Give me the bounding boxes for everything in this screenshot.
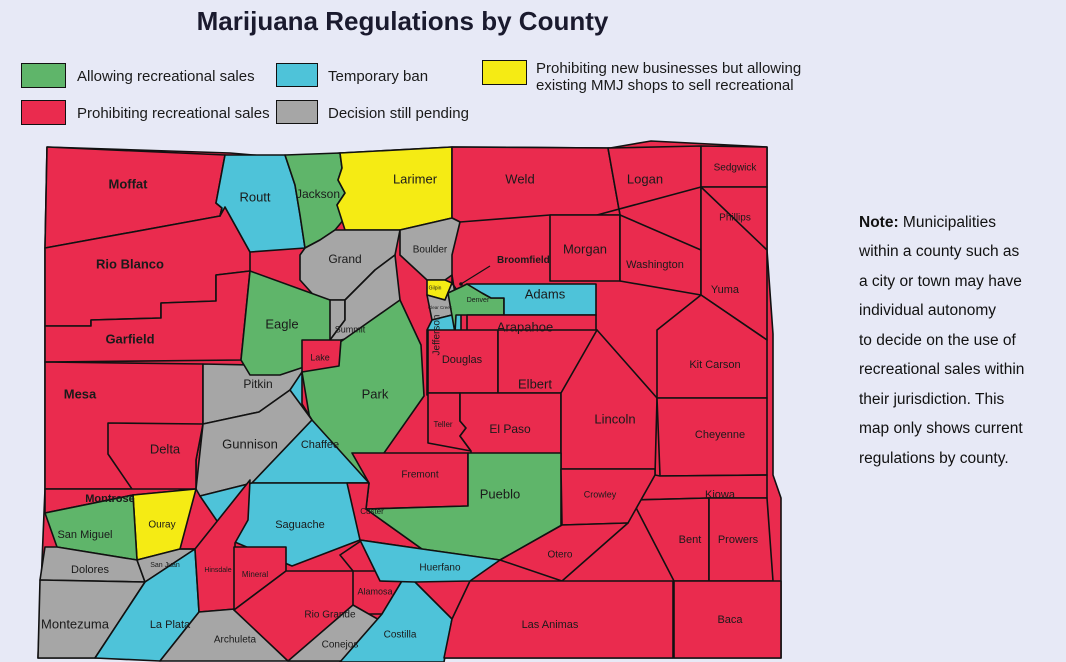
svg-text:Lincoln: Lincoln [594, 411, 635, 426]
svg-text:Pitkin: Pitkin [243, 377, 272, 391]
svg-text:Montezuma: Montezuma [41, 616, 110, 631]
svg-text:Alamosa: Alamosa [357, 586, 392, 596]
svg-text:Cheyenne: Cheyenne [695, 429, 745, 441]
svg-text:El Paso: El Paso [489, 422, 531, 436]
svg-text:Douglas: Douglas [442, 354, 483, 366]
svg-text:Bent: Bent [679, 534, 702, 546]
svg-text:Huerfano: Huerfano [419, 563, 461, 574]
svg-text:Costilla: Costilla [384, 630, 417, 641]
svg-text:Lake: Lake [310, 352, 330, 362]
svg-text:Ouray: Ouray [148, 520, 175, 531]
svg-text:Mesa: Mesa [64, 386, 97, 401]
svg-text:Logan: Logan [627, 171, 663, 186]
svg-text:Fremont: Fremont [401, 470, 438, 481]
svg-text:Dolores: Dolores [71, 564, 109, 576]
svg-text:Pueblo: Pueblo [480, 486, 520, 501]
svg-text:Clear Creek: Clear Creek [428, 305, 453, 310]
svg-text:Arapahoe: Arapahoe [497, 319, 553, 334]
svg-text:Rio Grande: Rio Grande [304, 610, 356, 621]
svg-text:San Miguel: San Miguel [57, 529, 112, 541]
svg-text:Saguache: Saguache [275, 519, 325, 531]
svg-text:Washington: Washington [626, 259, 684, 271]
svg-text:Park: Park [362, 386, 389, 401]
svg-text:Kit Carson: Kit Carson [689, 359, 740, 371]
svg-text:Summit: Summit [335, 324, 366, 334]
svg-text:Grand: Grand [328, 252, 361, 266]
svg-text:Boulder: Boulder [413, 245, 448, 256]
svg-text:Larimer: Larimer [393, 171, 438, 186]
svg-text:Denver: Denver [467, 297, 490, 304]
svg-text:Kiowa: Kiowa [705, 489, 736, 501]
svg-text:Otero: Otero [547, 550, 572, 561]
svg-text:Broomfield: Broomfield [497, 255, 550, 266]
svg-text:Garfield: Garfield [105, 331, 154, 346]
svg-text:Crowley: Crowley [584, 489, 617, 499]
svg-text:Morgan: Morgan [563, 241, 607, 256]
svg-text:Eagle: Eagle [265, 316, 298, 331]
svg-text:Elbert: Elbert [518, 376, 552, 391]
svg-text:Mineral: Mineral [242, 570, 268, 579]
svg-text:Hinsdale: Hinsdale [204, 567, 231, 574]
svg-text:Delta: Delta [150, 441, 181, 456]
svg-text:Gunnison: Gunnison [222, 436, 278, 451]
svg-text:Jefferson: Jefferson [432, 315, 443, 356]
svg-text:Prowers: Prowers [718, 534, 759, 546]
svg-text:Gilpin: Gilpin [429, 285, 442, 291]
svg-text:Custer: Custer [360, 507, 384, 516]
svg-text:Weld: Weld [505, 171, 534, 186]
svg-text:Rio Blanco: Rio Blanco [96, 256, 164, 271]
svg-text:Baca: Baca [717, 614, 743, 626]
svg-text:La Plata: La Plata [150, 619, 191, 631]
svg-text:Jackson: Jackson [296, 187, 340, 201]
svg-text:Teller: Teller [433, 420, 452, 429]
svg-text:Montrose: Montrose [85, 493, 135, 505]
svg-text:San Juan: San Juan [150, 562, 180, 569]
svg-text:Yuma: Yuma [711, 284, 740, 296]
svg-text:Sedgwick: Sedgwick [714, 163, 758, 174]
svg-text:Phillips: Phillips [719, 213, 751, 224]
svg-text:Moffat: Moffat [109, 176, 149, 191]
svg-text:Archuleta: Archuleta [214, 635, 257, 646]
svg-text:Routt: Routt [239, 189, 270, 204]
svg-text:Conejos: Conejos [322, 640, 359, 651]
svg-text:Adams: Adams [525, 286, 566, 301]
svg-text:Las Animas: Las Animas [522, 619, 579, 631]
svg-text:Chaffee: Chaffee [301, 439, 339, 451]
